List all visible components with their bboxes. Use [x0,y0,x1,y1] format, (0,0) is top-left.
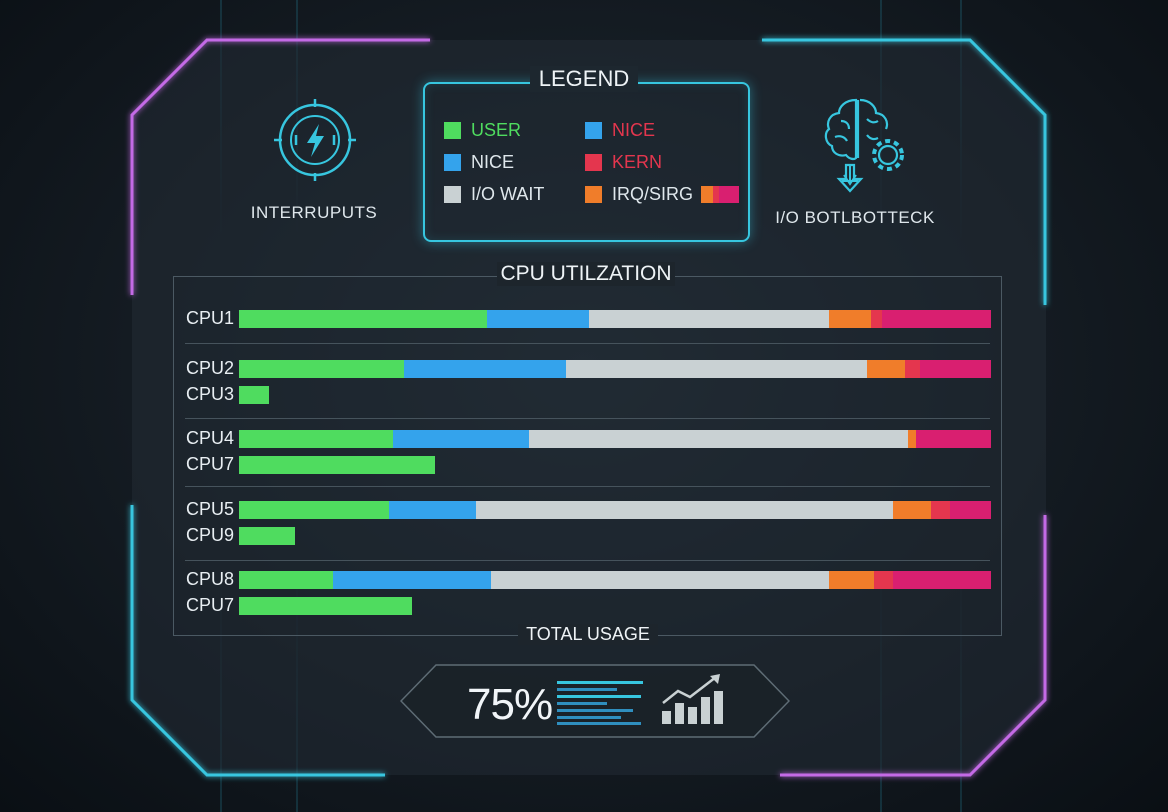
bar-segment-pink [915,430,991,448]
trend-chart-icon [662,674,723,724]
legend-label: KERN [612,152,663,172]
total-usage-label: TOTAL USAGE [518,624,658,645]
bar-segment-user [239,310,488,328]
legend-swatch [444,122,461,139]
bar-segment-pink [881,310,991,328]
legend-swatch [585,122,602,139]
bar-segment-irq [866,360,905,378]
cpu-label: CPU1 [186,308,235,328]
bar-segment-iowait [528,430,909,448]
legend-swatch [585,154,602,171]
bar-segment-pink [893,571,991,589]
legend-swatch [444,186,461,203]
interrupts-label: INTERRUPUTS [250,203,378,222]
bar-segment-user [239,360,405,378]
cpu-label: CPU3 [186,384,235,404]
bar-segment-iowait [475,501,894,519]
cpu-label: CPU7 [186,454,235,474]
legend-label: NICE [612,120,656,140]
legend-item-user: USER [444,120,521,141]
cpu-label: CPU4 [186,428,235,448]
legend-label: NICE [471,152,515,172]
legend-item-nice: NICE [444,152,514,173]
cpu-bar [239,571,991,589]
cpu-bar [239,501,991,519]
bar-segment-nice [333,571,491,589]
bar-segment-user [239,571,333,589]
mini-bar-segment [719,186,740,203]
legend-item-nice-2: NICE [585,120,655,141]
cpu-label: CPU9 [186,525,235,545]
bar-segment-iowait [566,360,867,378]
group-divider [185,560,990,561]
group-divider [185,486,990,487]
bar-segment-irq [908,430,916,448]
cpu-label: CPU5 [186,499,235,519]
bar-segment-nice [389,501,476,519]
cpu-bar [239,386,270,404]
bar-segment-kern [870,310,882,328]
bar-segment-nice [404,360,567,378]
legend-item-io-wait: I/O WAIT [444,184,544,205]
mini-bar-segment [701,186,714,203]
bar-segment-irq [829,310,871,328]
bar-segment-iowait [588,310,830,328]
legend-swatch [444,154,461,171]
io-bottleneck-label: I/O BOTLBOTTECK [775,208,935,227]
bar-segment-kern [904,360,920,378]
cpu-label: CPU8 [186,569,235,589]
legend-swatch [585,186,602,203]
legend-label: USER [471,120,522,140]
bar-segment-irq [893,501,931,519]
group-divider [185,418,990,419]
brain-gear-icon [824,98,904,193]
bar-segment-user [239,597,412,615]
bar-segment-nice [393,430,529,448]
bar-segment-kern [874,571,894,589]
bar-segment-iowait [490,571,830,589]
cpu-bar [239,360,991,378]
bar-segment-kern [930,501,950,519]
legend-item-irq: IRQ/SIRG [585,184,740,205]
lightning-bolt-icon [274,99,356,181]
bar-segment-pink [919,360,991,378]
bar-segment-pink [949,501,991,519]
bar-segment-user [239,501,390,519]
cpu-bar [239,456,435,474]
chart-title: CPU UTILZATION [497,262,675,286]
legend-mini-bar [701,186,740,203]
legend-label: IRQ/SIRG [612,184,694,204]
cpu-bar [239,527,296,545]
bar-segment-user [239,386,270,404]
bar-segment-user [239,456,435,474]
cpu-label: CPU2 [186,358,235,378]
bar-segment-irq [829,571,875,589]
cpu-label: CPU7 [186,595,235,615]
bar-segment-nice [487,310,589,328]
cpu-bar [239,310,991,328]
bar-segment-user [239,430,394,448]
bar-segment-user [239,527,296,545]
total-usage-value: 75% [467,680,553,729]
legend-item-kern: KERN [585,152,662,173]
legend-title: LEGEND [530,66,638,92]
group-divider [185,343,990,344]
legend-label: I/O WAIT [471,184,545,204]
cpu-bar [239,430,991,448]
cpu-bar [239,597,412,615]
mini-bar-segment [713,186,720,203]
bars-list-icon [557,681,643,725]
